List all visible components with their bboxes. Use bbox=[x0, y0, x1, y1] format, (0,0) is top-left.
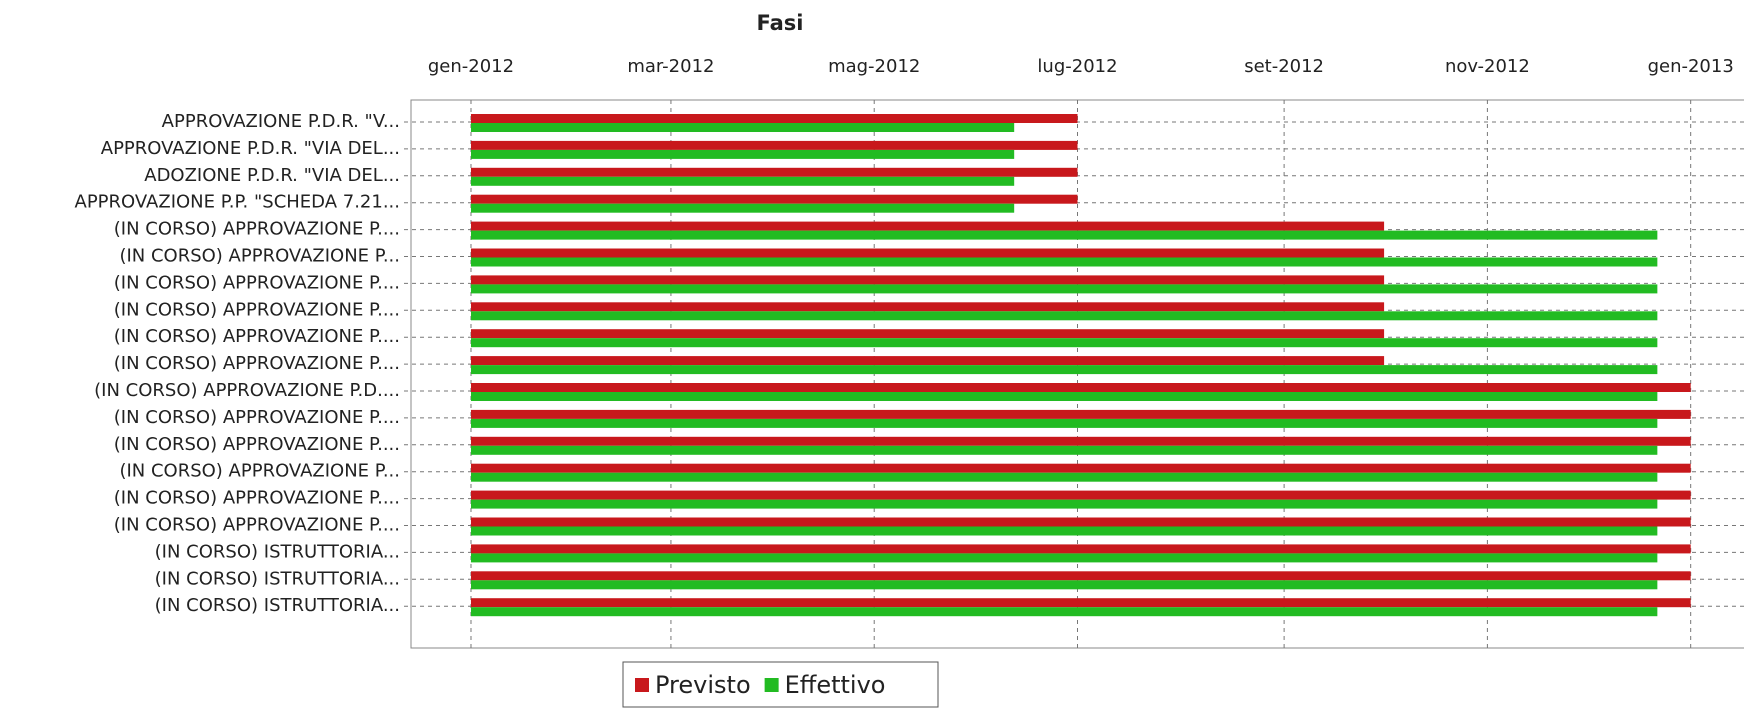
bar bbox=[470, 329, 1385, 339]
legend-swatch bbox=[764, 678, 779, 692]
y-tick-label: (IN CORSO) ISTRUTTORIA... bbox=[155, 595, 400, 616]
bar bbox=[470, 123, 1015, 132]
y-tick-label: (IN CORSO) APPROVAZIONE P.... bbox=[114, 272, 400, 293]
bar bbox=[470, 302, 1385, 312]
bar bbox=[470, 526, 1658, 536]
x-tick-label: lug-2012 bbox=[1037, 56, 1117, 77]
bar bbox=[470, 571, 1691, 581]
legend-box bbox=[622, 661, 939, 708]
y-tick-label: (IN CORSO) APPROVAZIONE P.... bbox=[114, 515, 400, 536]
bar bbox=[470, 230, 1658, 240]
y-tick-label: (IN CORSO) APPROVAZIONE P... bbox=[119, 461, 400, 482]
bar bbox=[470, 114, 1078, 123]
x-tick-label: gen-2012 bbox=[428, 56, 514, 77]
bar bbox=[470, 392, 1658, 401]
bar bbox=[470, 257, 1658, 267]
legend-label: Previsto bbox=[655, 671, 751, 699]
y-tick-label: (IN CORSO) APPROVAZIONE P.... bbox=[114, 299, 400, 320]
y-tick-label: (IN CORSO) APPROVAZIONE P.... bbox=[114, 434, 400, 455]
bar bbox=[470, 499, 1658, 509]
bar bbox=[470, 580, 1658, 590]
bar bbox=[470, 445, 1658, 455]
chart-title: Fasi bbox=[757, 11, 804, 35]
x-tick-label: set-2012 bbox=[1244, 56, 1324, 77]
legend-label: Effettivo bbox=[785, 671, 886, 699]
bar bbox=[470, 436, 1691, 446]
y-tick-label: (IN CORSO) APPROVAZIONE P.... bbox=[114, 488, 400, 509]
bar bbox=[470, 517, 1691, 527]
y-tick-label: (IN CORSO) APPROVAZIONE P.... bbox=[114, 326, 400, 347]
bar bbox=[470, 598, 1691, 608]
bar bbox=[470, 472, 1658, 482]
y-tick-label: APPROVAZIONE P.D.R. "VIA DEL... bbox=[101, 138, 400, 159]
legend-swatch bbox=[635, 678, 649, 692]
bar bbox=[470, 167, 1078, 177]
bar bbox=[470, 275, 1385, 285]
bar bbox=[470, 553, 1658, 563]
bar bbox=[470, 365, 1658, 375]
y-tick-label: (IN CORSO) ISTRUTTORIA... bbox=[155, 568, 400, 589]
y-tick-label: (IN CORSO) APPROVAZIONE P... bbox=[119, 246, 400, 267]
x-tick-label: mar-2012 bbox=[627, 56, 714, 77]
y-tick-label: (IN CORSO) APPROVAZIONE P.D.... bbox=[94, 380, 400, 401]
y-tick-label: APPROVAZIONE P.D.R. "V... bbox=[162, 111, 400, 132]
bar bbox=[470, 607, 1658, 617]
bar bbox=[470, 409, 1691, 419]
bar bbox=[470, 544, 1691, 554]
bar bbox=[470, 149, 1015, 159]
bar bbox=[470, 140, 1078, 150]
y-tick-label: ADOZIONE P.D.R. "VIA DEL... bbox=[144, 165, 400, 186]
bar bbox=[470, 490, 1691, 500]
bar bbox=[470, 221, 1385, 231]
y-tick-label: (IN CORSO) APPROVAZIONE P.... bbox=[114, 219, 400, 240]
bar bbox=[470, 176, 1015, 186]
bar bbox=[470, 383, 1691, 392]
y-tick-label: (IN CORSO) APPROVAZIONE P.... bbox=[114, 353, 400, 374]
x-tick-label: mag-2012 bbox=[828, 56, 920, 77]
bar bbox=[470, 418, 1658, 428]
bar bbox=[470, 203, 1015, 213]
x-tick-label: gen-2013 bbox=[1648, 56, 1734, 77]
bar bbox=[470, 356, 1385, 366]
x-tick-label: nov-2012 bbox=[1445, 56, 1530, 77]
bar bbox=[470, 338, 1658, 348]
bar bbox=[470, 284, 1658, 294]
bar bbox=[470, 311, 1658, 321]
bar bbox=[470, 463, 1691, 473]
bar bbox=[470, 248, 1385, 258]
y-tick-label: (IN CORSO) APPROVAZIONE P.... bbox=[114, 407, 400, 428]
bar bbox=[470, 194, 1078, 204]
y-tick-label: (IN CORSO) ISTRUTTORIA... bbox=[155, 541, 400, 562]
y-tick-label: APPROVAZIONE P.P. "SCHEDA 7.21... bbox=[75, 192, 401, 213]
